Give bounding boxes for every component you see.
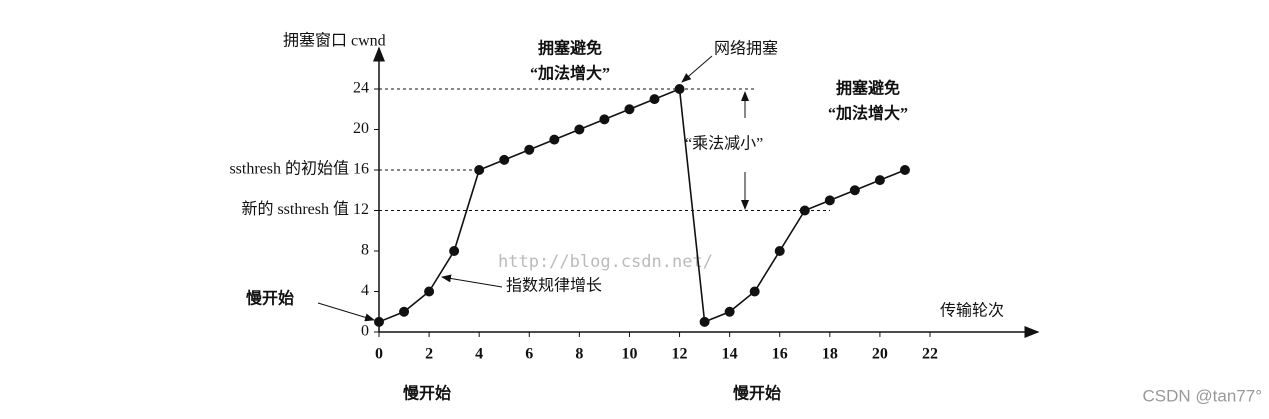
y-axis-label: 拥塞窗口 cwnd	[283, 32, 386, 50]
watermark: http://blog.csdn.net/	[498, 252, 713, 272]
annotation: 拥塞避免	[538, 39, 602, 58]
data-point	[649, 94, 660, 105]
data-point	[599, 114, 610, 125]
annotation: “加法增大”	[530, 64, 610, 83]
y-tick-label: 8	[361, 242, 369, 259]
x-tick-label: 12	[672, 346, 688, 363]
arrow	[441, 274, 503, 288]
x-tick-label: 6	[525, 346, 533, 363]
annotation: 慢开始	[733, 384, 781, 403]
annotation: 拥塞避免	[836, 79, 900, 98]
data-point	[549, 134, 560, 145]
y-tick-label: 新的 ssthresh 值 12	[241, 200, 369, 218]
annotation: “乘法减小”	[685, 135, 763, 153]
watermark: CSDN @tan77°	[1143, 386, 1263, 405]
data-point	[774, 246, 785, 256]
annotation: 慢开始	[403, 384, 451, 403]
arrow	[317, 302, 375, 322]
data-point	[724, 306, 735, 317]
data-point	[474, 165, 485, 175]
data-point	[574, 124, 585, 135]
x-tick-label: 0	[375, 346, 383, 363]
annotation: 慢开始	[246, 289, 294, 308]
data-point	[674, 84, 685, 94]
data-point	[424, 286, 435, 297]
data-point	[624, 104, 635, 115]
x-tick-label: 16	[772, 346, 788, 363]
x-tick-label: 8	[575, 346, 583, 363]
x-tick-label: 20	[872, 346, 888, 363]
y-tick-label: ssthresh 的初始值 16	[229, 160, 369, 178]
arrow	[681, 55, 713, 83]
data-point	[849, 185, 860, 196]
x-tick-label: 14	[722, 346, 738, 363]
data-point	[899, 165, 910, 175]
x-tick-label: 10	[621, 346, 637, 363]
data-point	[499, 154, 510, 165]
annotation: 指数规律增长	[506, 277, 602, 295]
data-line	[378, 87, 906, 324]
data-point	[824, 195, 835, 206]
annotation: “加法增大”	[828, 104, 908, 123]
data-point	[699, 316, 710, 327]
x-tick-label: 22	[922, 346, 938, 363]
x-axis-label: 传输轮次	[940, 302, 1004, 320]
x-tick-label: 2	[425, 346, 433, 363]
annotation: 网络拥塞	[714, 39, 778, 58]
x-tick-label: 4	[475, 346, 483, 363]
x-tick-label: 18	[822, 346, 838, 363]
data-point	[449, 246, 460, 256]
data-point	[399, 306, 410, 317]
y-tick-label: 20	[353, 120, 369, 137]
data-point	[799, 205, 810, 216]
data-point	[524, 144, 535, 155]
data-point	[374, 316, 384, 327]
y-tick-label: 4	[361, 282, 369, 299]
y-tick-label: 24	[353, 80, 369, 97]
y-tick-label: 0	[361, 323, 369, 340]
data-point	[874, 175, 885, 186]
data-point	[749, 286, 760, 297]
